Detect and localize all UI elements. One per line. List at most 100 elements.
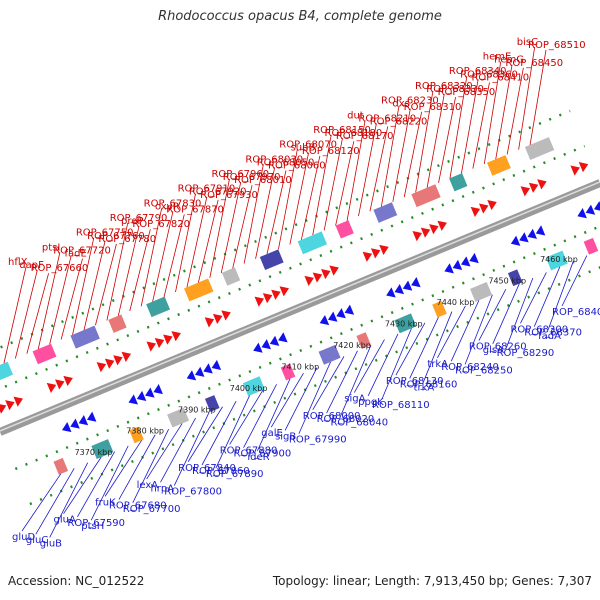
reverse-gene-arrow [186, 370, 197, 381]
reverse-gene-label: trkA [414, 383, 435, 394]
forward-gene-label: ROP_68310 [404, 102, 462, 113]
reverse-leader-line [173, 412, 210, 486]
forward-gene-label: ptsI [42, 242, 60, 253]
forward-gene-label: ROP_67830 [144, 198, 202, 209]
reverse-gene-label: ROP_67800 [164, 487, 222, 498]
reverse-leader-line [478, 289, 507, 341]
feature-box-lower [129, 426, 144, 444]
forward-gene-arrow [420, 227, 431, 238]
forward-leader-line [243, 164, 264, 264]
forward-gene-label: fadE [65, 249, 87, 260]
forward-gene-arrow [412, 231, 422, 242]
reverse-gene-arrow [386, 287, 396, 298]
reverse-gene-arrow [269, 335, 280, 346]
reverse-gene-arrow [203, 363, 213, 374]
reverse-gene-arrow [195, 366, 205, 377]
reverse-leader-line [132, 428, 169, 504]
feature-box-lower [583, 237, 599, 255]
forward-leader-line [358, 123, 377, 217]
feature-box-upper [259, 249, 284, 270]
forward-leader-line [49, 255, 72, 345]
reverse-gene-label: ROP_68240 [441, 362, 499, 373]
forward-gene-label: ROP_67910 [178, 184, 236, 195]
reverse-gene-arrow [70, 418, 80, 429]
tick-label: 7410 kbp [281, 362, 319, 371]
forward-leader-line [106, 222, 129, 321]
genome-axis [0, 179, 600, 436]
reverse-leader-line [243, 384, 277, 448]
forward-leader-line [506, 67, 524, 155]
reverse-leader-line [520, 272, 547, 324]
forward-leader-line [266, 170, 287, 255]
forward-gene-arrow [271, 289, 281, 300]
forward-gene-label: dxs [392, 99, 409, 110]
forward-gene-label: ROP_68170 [336, 131, 394, 142]
forward-leader-line [129, 229, 151, 312]
forward-leader-line [186, 196, 208, 288]
reverse-leader-line [561, 255, 588, 307]
forward-gene-arrow [55, 379, 65, 390]
forward-gene-arrow [304, 275, 314, 287]
forward-leader-line [278, 149, 298, 250]
forward-gene-label: oxyR [155, 201, 180, 212]
reverse-gene-arrow [319, 315, 330, 326]
forward-gene-label: ROP_68230 [381, 96, 439, 107]
reverse-leader-line [35, 468, 75, 535]
reverse-leader-line [284, 367, 318, 431]
reverse-leader-line [63, 456, 102, 514]
reverse-gene-label: ROP_67990 [289, 435, 347, 446]
reverse-gene-arrow [411, 277, 421, 288]
forward-gene-arrow [362, 251, 373, 262]
reverse-gene-arrow [402, 280, 413, 291]
reverse-leader-line [312, 356, 345, 411]
reverse-gene-label: ROP_68370 [524, 328, 582, 339]
forward-leader-line [438, 97, 456, 183]
forward-leader-line [335, 141, 355, 226]
forward-gene-arrow [262, 293, 273, 304]
reverse-leader-line [77, 451, 116, 518]
reverse-gene-arrow [78, 415, 89, 426]
reverse-gene-label: ROP_68040 [330, 417, 388, 428]
reverse-gene-arrow [153, 383, 163, 395]
feature-box-lower [204, 395, 220, 412]
forward-leader-line [483, 61, 502, 164]
forward-gene-arrow [329, 265, 339, 276]
feature-box-upper [297, 231, 328, 255]
forward-gene-label: ROP_67720 [53, 245, 111, 256]
forward-leader-line [289, 152, 310, 245]
forward-gene-label: ROP_68180 [325, 128, 383, 139]
reverse-leader-line [104, 440, 142, 497]
forward-leader-line [37, 252, 61, 350]
reverse-gene-arrow [594, 201, 600, 211]
forward-gene-arrow [113, 355, 123, 366]
reverse-leader-line [21, 473, 62, 532]
reverse-gene-label: trkA [427, 359, 448, 370]
reverse-gene-label: ROP_68000 [303, 411, 361, 422]
feature-box-upper [108, 314, 127, 333]
forward-gene-arrow [487, 199, 497, 211]
reverse-gene-arrow [336, 308, 346, 319]
reverse-leader-line [533, 266, 561, 327]
reverse-leader-line [506, 277, 534, 348]
feature-box-upper [449, 173, 468, 192]
forward-leader-line [529, 49, 547, 145]
forward-leader-line [60, 258, 83, 340]
reverse-leader-line [353, 339, 385, 393]
gene-labels: hflXdapFROP_67660ptsIROP_67720fadEROP_67… [8, 37, 600, 550]
forward-leader-line [72, 237, 95, 335]
reverse-gene-label: ROP_67890 [206, 469, 264, 480]
feature-box-lower [318, 344, 341, 365]
forward-gene-label: ROP_67970 [223, 172, 281, 183]
forward-leader-line [140, 208, 163, 307]
forward-leader-line [495, 64, 513, 160]
forward-leader-line [426, 93, 445, 188]
reverse-leader-line [367, 333, 399, 396]
reverse-gene-label: gluA [54, 515, 76, 526]
forward-gene-label: ROP_68360 [460, 69, 518, 80]
reverse-gene-label: hrpA [150, 483, 174, 494]
forward-leader-line [461, 79, 479, 174]
reverse-gene-arrow [211, 359, 222, 371]
reverse-gene-label: ROP_68020 [317, 414, 375, 425]
forward-leader-line [209, 178, 230, 278]
forward-gene-label: dut [347, 110, 364, 121]
